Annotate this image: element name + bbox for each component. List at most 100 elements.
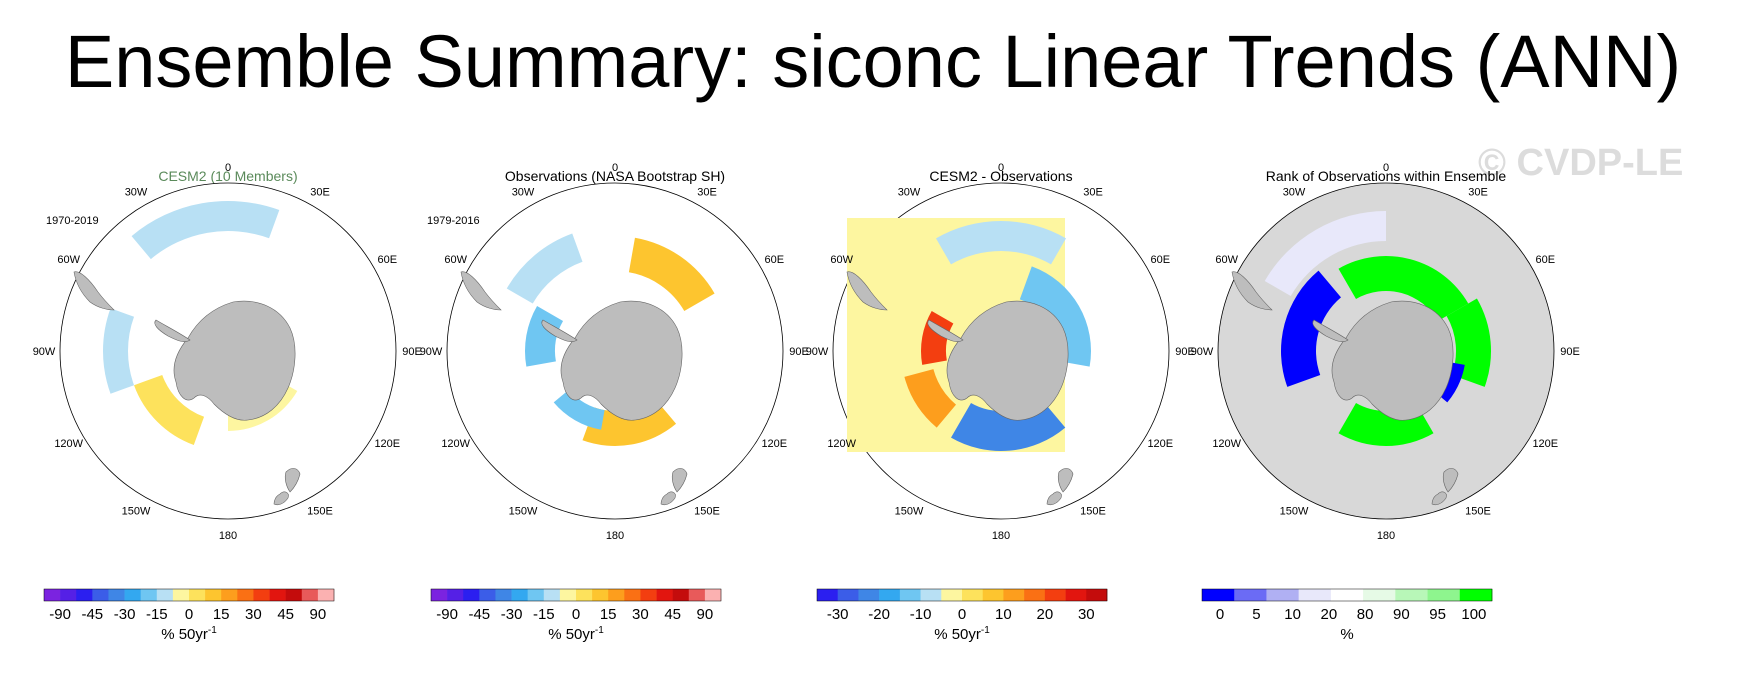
longitude-label: 0	[998, 162, 1004, 174]
longitude-label: 0	[225, 162, 231, 174]
longitude-label: 30W	[512, 187, 535, 199]
colorbar-tick-label: 100	[1461, 606, 1486, 623]
positive-trend-patch	[628, 237, 715, 311]
colorbar-swatch	[1024, 589, 1046, 601]
colorbar-tick-label: -30	[114, 606, 136, 623]
longitude-label: 180	[606, 530, 624, 542]
new-zealand	[284, 468, 301, 493]
colorbar-tick-label: 0	[958, 606, 966, 623]
longitude-label: 60W	[830, 254, 853, 266]
longitude-label: 90E	[1560, 346, 1580, 358]
antarctica-landmass	[1331, 300, 1454, 421]
south-america-tip	[846, 271, 888, 311]
colorbar-swatch	[156, 589, 174, 601]
new-zealand-south	[273, 491, 289, 506]
colorbar-tick-label: 80	[1357, 606, 1374, 623]
colorbar-tick-label: -90	[49, 606, 71, 623]
colorbar-swatch	[44, 589, 61, 601]
longitude-label: 150W	[509, 505, 538, 517]
colorbar-swatch	[920, 589, 942, 601]
longitude-label: 120W	[1212, 438, 1241, 450]
panel-title: Observations (NASA Bootstrap SH)	[504, 168, 726, 184]
colorbar-swatch	[221, 589, 238, 601]
colorbar-swatch	[656, 589, 673, 601]
period-label: 1970-2019	[46, 215, 99, 227]
colorbar-swatch	[237, 589, 254, 601]
panel-rank: Rank of Observations within Ensemble 0 30…	[1176, 160, 1596, 660]
longitude-label: 30W	[125, 187, 148, 199]
longitude-label: 90E	[1175, 346, 1195, 358]
south-america-tip	[460, 271, 502, 311]
colorbar-swatch	[576, 589, 593, 601]
colorbar-swatch	[301, 589, 319, 601]
longitude-label: 90W	[33, 346, 56, 358]
colorbar-tick-label: -15	[533, 606, 555, 623]
colorbar-swatch	[463, 589, 480, 601]
figure-title: Ensemble Summary: siconc Linear Trends (…	[64, 20, 1682, 103]
longitude-label: 180	[992, 530, 1010, 542]
longitude-label: 120W	[441, 438, 470, 450]
new-zealand	[1442, 468, 1459, 493]
field-layer	[1256, 211, 1491, 446]
negative-trend-patch	[131, 201, 280, 260]
colorbar-swatch	[1298, 589, 1332, 601]
colorbar-tick-label: 45	[664, 606, 681, 623]
antarctic-peninsula	[1312, 319, 1349, 342]
longitude-label: 120E	[1147, 438, 1173, 450]
colorbar-unit-label: %	[1340, 626, 1353, 643]
colorbar-swatch	[858, 589, 880, 601]
new-zealand	[671, 468, 688, 493]
longitude-label: 90E	[402, 346, 422, 358]
colorbar-swatch	[431, 589, 448, 601]
colorbar-swatch	[189, 589, 206, 601]
colorbar-outline	[816, 588, 1108, 602]
longitude-label: 90W	[806, 346, 829, 358]
colorbar-tick-label: -15	[146, 606, 168, 623]
longitude-label: 0	[1383, 162, 1389, 174]
negative-trend-patch	[103, 308, 135, 394]
colorbar-swatch	[92, 589, 109, 601]
colorbar-outline	[43, 588, 335, 602]
colorbar-tick-label: 20	[1321, 606, 1338, 623]
panel-observations: Observations (NASA Bootstrap SH) 1979-20…	[405, 160, 825, 660]
new-zealand-south	[1046, 491, 1062, 506]
polar-map: 0 30E 60E 90E 120E 150E 180 150W 120W 90W 60W 30W	[806, 162, 1195, 542]
south-america-tip	[73, 271, 115, 311]
colorbar: -90 -45 -30 -15 0 15 30 45 90 % 50yr-1	[430, 588, 722, 643]
longitude-label: 0	[612, 162, 618, 174]
colorbar-swatch	[1427, 589, 1461, 601]
colorbar-swatch	[624, 589, 641, 601]
colorbar-swatch	[76, 589, 93, 601]
colorbar-swatch	[592, 589, 609, 601]
colorbar-swatch	[124, 589, 141, 601]
longitude-label: 90W	[420, 346, 443, 358]
colorbar-tick-label: 10	[1284, 606, 1301, 623]
longitude-label: 120E	[374, 438, 400, 450]
colorbar-swatch	[704, 589, 722, 601]
longitude-label: 150E	[1080, 505, 1106, 517]
colorbar-tick-label: 90	[1393, 606, 1410, 623]
colorbar-swatch	[317, 589, 335, 601]
colorbar-unit-superscript: -1	[595, 625, 604, 636]
colorbar-swatch	[1202, 589, 1235, 601]
negative-trend-patch	[525, 306, 564, 367]
negative-trend-patch	[553, 389, 605, 430]
colorbar-tick-label: 0	[1216, 606, 1224, 623]
longitude-label: 60E	[765, 254, 785, 266]
colorbar-tick-label: 90	[697, 606, 714, 623]
colorbar-tick-label: 5	[1252, 606, 1260, 623]
colorbar-tick-label: 15	[213, 606, 230, 623]
new-zealand	[1057, 468, 1074, 493]
new-zealand-south	[1431, 491, 1447, 506]
longitude-label: 30W	[1283, 187, 1306, 199]
colorbar-swatch	[205, 589, 222, 601]
positive-difference-patch	[904, 369, 957, 428]
longitude-label: 30E	[1083, 187, 1103, 199]
longitude-label: 90W	[1191, 346, 1214, 358]
colorbar-tick-label: 20	[1037, 606, 1054, 623]
colorbar-swatch	[817, 589, 839, 601]
colorbar-swatch	[1003, 589, 1025, 601]
colorbar-tick-label: 30	[632, 606, 649, 623]
antarctica-landmass	[946, 300, 1069, 421]
colorbar-swatch	[447, 589, 464, 601]
